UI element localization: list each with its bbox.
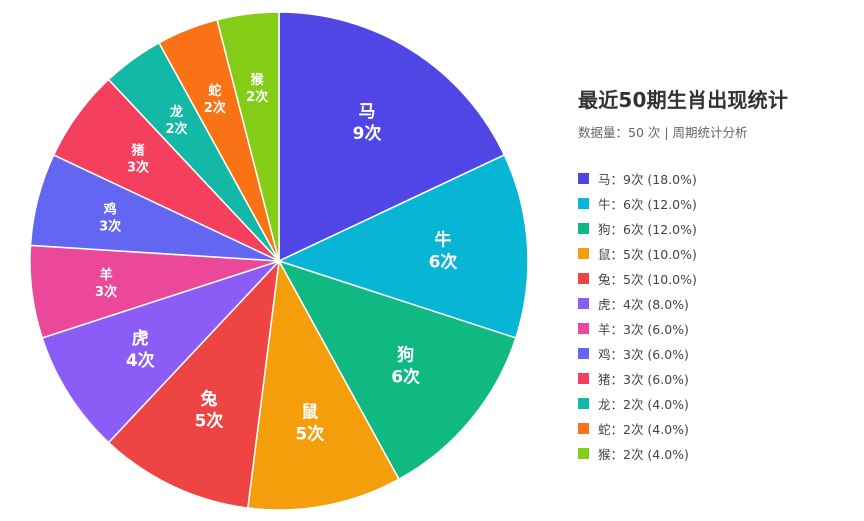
slice-label-1: 牛 6次: [429, 230, 458, 273]
slice-label-7: 鸡 3次: [99, 202, 121, 235]
legend-text-0: 马：9次 (18.0%): [598, 172, 697, 187]
legend-item-11[interactable]: 猴：2次 (4.0%): [578, 441, 858, 466]
legend-item-7[interactable]: 鸡：3次 (6.0%): [578, 341, 858, 366]
slice-label-0: 马 9次: [353, 102, 382, 144]
slice-label-8: 猪 3次: [127, 143, 149, 176]
legend-swatch-10: [578, 423, 589, 434]
legend-text-5: 虎：4次 (8.0%): [598, 297, 689, 312]
legend-swatch-9: [578, 398, 589, 409]
legend-swatch-6: [578, 323, 589, 334]
legend-text-10: 蛇：2次 (4.0%): [598, 422, 689, 437]
legend-text-8: 猪：3次 (6.0%): [598, 372, 689, 387]
legend-swatch-1: [578, 198, 589, 209]
legend-swatch-5: [578, 298, 589, 309]
legend-item-2[interactable]: 狗：6次 (12.0%): [578, 216, 858, 241]
chart-legend: 马：9次 (18.0%) 牛：6次 (12.0%) 狗：6次 (12.0%) 鼠：5次…: [578, 166, 858, 466]
slice-label-4: 兔 5次: [195, 389, 224, 432]
legend-item-3[interactable]: 鼠：5次 (10.0%): [578, 241, 858, 266]
legend-item-0[interactable]: 马：9次 (18.0%): [578, 166, 858, 191]
legend-text-11: 猴：2次 (4.0%): [598, 447, 689, 462]
pie-slice-1[interactable]: [276, 153, 529, 339]
pie-slice-4[interactable]: [107, 258, 281, 509]
legend-swatch-0: [578, 173, 589, 184]
legend-item-5[interactable]: 虎：4次 (8.0%): [578, 291, 858, 316]
legend-text-6: 羊：3次 (6.0%): [598, 322, 689, 337]
slice-label-5: 虎 4次: [126, 329, 155, 371]
legend-swatch-8: [578, 373, 589, 384]
chart-side-panel: 最近50期生肖出现统计 数据量：50 次 | 周期统计分析 马：9次 (18.0…: [578, 84, 858, 466]
pie-slice-0[interactable]: [278, 11, 506, 263]
pie-slice-2[interactable]: [277, 259, 517, 481]
chart-subtitle: 数据量：50 次 | 周期统计分析: [578, 125, 748, 140]
chart-title: 最近50期生肖出现统计: [578, 88, 789, 112]
legend-text-4: 兔：5次 (10.0%): [598, 272, 697, 287]
legend-text-7: 鸡：3次 (6.0%): [598, 347, 689, 362]
legend-item-4[interactable]: 兔：5次 (10.0%): [578, 266, 858, 291]
legend-swatch-4: [578, 273, 589, 284]
legend-swatch-7: [578, 348, 589, 359]
legend-text-9: 龙：2次 (4.0%): [598, 397, 689, 412]
legend-item-1[interactable]: 牛：6次 (12.0%): [578, 191, 858, 216]
legend-item-9[interactable]: 龙：2次 (4.0%): [578, 391, 858, 416]
legend-swatch-3: [578, 248, 589, 259]
legend-item-8[interactable]: 猪：3次 (6.0%): [578, 366, 858, 391]
slice-label-2: 狗 6次: [391, 345, 420, 388]
legend-item-6[interactable]: 羊：3次 (6.0%): [578, 316, 858, 341]
pie-slice-11[interactable]: [216, 11, 280, 262]
legend-text-2: 狗：6次 (12.0%): [598, 222, 697, 237]
legend-swatch-2: [578, 223, 589, 234]
slice-label-10: 蛇 2次: [204, 83, 226, 116]
slice-label-11: 猴 2次: [246, 72, 268, 105]
legend-text-1: 牛：6次 (12.0%): [598, 197, 697, 212]
slice-label-9: 龙 2次: [166, 104, 188, 137]
legend-swatch-11: [578, 448, 589, 459]
slice-label-3: 鼠 5次: [295, 401, 324, 444]
pie-slice-3[interactable]: [246, 258, 400, 511]
legend-item-10[interactable]: 蛇：2次 (4.0%): [578, 416, 858, 441]
pie-slice-5[interactable]: [41, 260, 280, 444]
legend-text-3: 鼠：5次 (10.0%): [598, 247, 697, 262]
slice-label-6: 羊 3次: [95, 267, 117, 300]
